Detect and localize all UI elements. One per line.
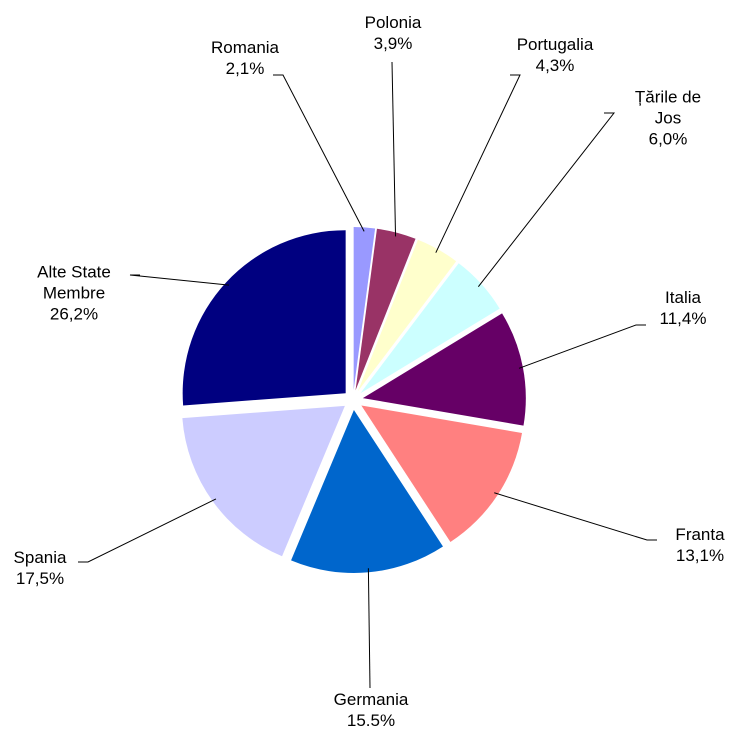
pie-slice (357, 239, 457, 392)
slice-name: Germania (333, 690, 409, 709)
leader-line (477, 112, 616, 287)
slice-value: 26,2% (49, 304, 99, 324)
slice-label: Țările de Jos 6,0% (627, 87, 709, 150)
leader-line (391, 61, 397, 237)
leader-line (367, 568, 371, 689)
slice-value: 17,5% (15, 569, 65, 588)
slice-value: 3,9% (373, 34, 413, 53)
leader-line (435, 74, 521, 253)
slice-label: Romania 2,1% (211, 37, 279, 79)
slice-label: Alte State Membre 26,2% (24, 262, 124, 325)
slice-name: Portugalia (516, 35, 594, 54)
slice-name: Italia (665, 288, 701, 307)
pie-slice (360, 263, 500, 394)
slice-value: 15.5% (346, 711, 396, 730)
slice-name: Romania (210, 38, 280, 57)
slice-value: 11,4% (659, 309, 707, 328)
pie-slice (362, 313, 526, 426)
slice-label: Polonia 3,9% (365, 12, 422, 54)
pie-slice (361, 405, 523, 543)
leader-line (494, 492, 657, 541)
slice-name: Polonia (364, 13, 422, 32)
slice-label: Spania 17,5% (14, 547, 67, 589)
pie-slice (182, 230, 346, 406)
slice-label: Franta 13,1% (675, 524, 724, 566)
leader-line (273, 74, 365, 232)
slice-value: 6,0% (648, 129, 688, 149)
slice-value: 2,1% (225, 59, 265, 78)
leader-line (129, 274, 230, 286)
slice-name: Spania (13, 548, 67, 567)
slice-name: Alte State Membre (37, 262, 111, 303)
pie-slice (182, 405, 345, 557)
slice-value: 13,1% (675, 546, 725, 565)
slice-name: Țările de Jos (634, 87, 702, 128)
leader-line (518, 324, 646, 369)
pie-slice (291, 409, 443, 573)
slice-name: Franta (675, 525, 725, 544)
pie-slice (353, 227, 376, 391)
slice-label: Germania 15.5% (334, 689, 409, 731)
leader-line (78, 498, 217, 563)
pie-slice (355, 228, 416, 391)
slice-value: 4,3% (535, 56, 575, 75)
slice-label: Italia 11,4% (660, 287, 707, 329)
slice-label: Portugalia 4,3% (517, 34, 594, 76)
